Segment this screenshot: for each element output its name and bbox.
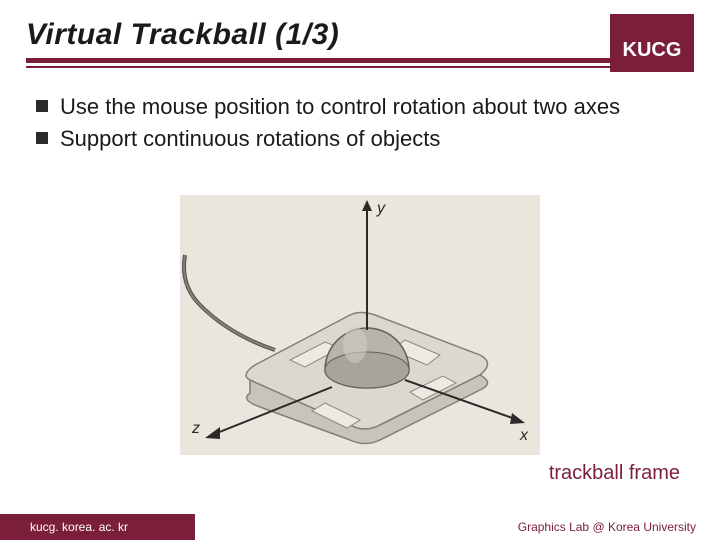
- footer-credit: Graphics Lab @ Korea University: [518, 520, 696, 534]
- axis-label-y: y: [376, 200, 386, 217]
- org-badge: KUCG: [610, 14, 694, 72]
- footer-url: kucg. korea. ac. kr: [0, 514, 195, 540]
- bullet-item: Use the mouse position to control rotati…: [36, 92, 690, 122]
- square-bullet-icon: [36, 100, 48, 112]
- trackball-figure: y x z: [180, 195, 540, 455]
- title-underline-thick: [26, 58, 694, 63]
- square-bullet-icon: [36, 132, 48, 144]
- content-area: Use the mouse position to control rotati…: [36, 92, 690, 155]
- axis-label-z: z: [191, 420, 200, 437]
- slide-title-bar: Virtual Trackball (1/3): [26, 18, 694, 52]
- slide-title: Virtual Trackball (1/3): [26, 18, 694, 52]
- bullet-text: Support continuous rotations of objects: [60, 124, 440, 154]
- title-underline-thin: [26, 66, 694, 68]
- axis-label-x: x: [519, 427, 529, 444]
- bullet-item: Support continuous rotations of objects: [36, 124, 690, 154]
- bullet-text: Use the mouse position to control rotati…: [60, 92, 620, 122]
- figure-caption: trackball frame: [549, 462, 680, 485]
